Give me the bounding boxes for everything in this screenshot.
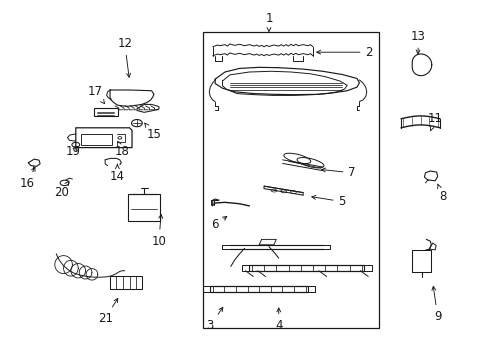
Text: 8: 8 bbox=[437, 184, 446, 203]
Text: 1: 1 bbox=[264, 12, 272, 31]
Text: 17: 17 bbox=[88, 85, 104, 104]
Text: 4: 4 bbox=[274, 308, 282, 332]
Bar bbox=[128, 194, 160, 221]
Text: 10: 10 bbox=[151, 214, 166, 248]
Text: 15: 15 bbox=[144, 123, 161, 141]
Bar bbox=[411, 250, 430, 272]
Text: 9: 9 bbox=[431, 286, 441, 323]
Text: 5: 5 bbox=[311, 195, 346, 208]
Text: 18: 18 bbox=[115, 141, 129, 158]
Text: 12: 12 bbox=[117, 37, 132, 77]
Bar bbox=[203, 32, 378, 328]
Text: 20: 20 bbox=[54, 181, 69, 199]
Text: 21: 21 bbox=[98, 298, 118, 325]
Text: 19: 19 bbox=[66, 145, 81, 158]
Text: 14: 14 bbox=[110, 164, 124, 183]
Bar bbox=[110, 276, 142, 289]
Text: 7: 7 bbox=[321, 166, 355, 179]
Text: 16: 16 bbox=[20, 167, 35, 190]
Bar bbox=[94, 108, 118, 116]
Text: 3: 3 bbox=[206, 307, 223, 332]
Text: 13: 13 bbox=[410, 30, 425, 54]
Text: 2: 2 bbox=[316, 46, 372, 59]
Text: 11: 11 bbox=[427, 112, 442, 131]
Bar bbox=[81, 134, 112, 145]
Text: 6: 6 bbox=[211, 216, 226, 231]
